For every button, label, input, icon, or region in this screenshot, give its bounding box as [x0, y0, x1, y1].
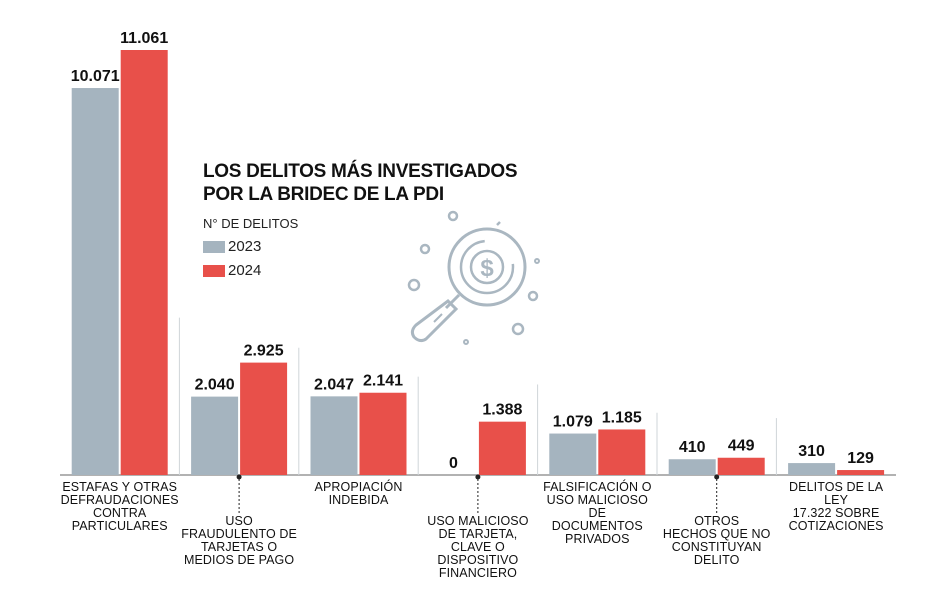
chart-title-line-1: LOS DELITOS MÁS INVESTIGADOS [203, 161, 518, 182]
value-label-2024-0: 11.061 [120, 30, 168, 47]
category-label-line: TARJETAS O [200, 540, 278, 554]
category-label-line: DE TARJETA, CLAVE O [438, 527, 518, 554]
svg-text:$: $ [480, 255, 494, 282]
category-label-line: DEFRAUDACIONES [60, 493, 179, 507]
category-label-3: USO MALICIOSO DE TARJETA, CLAVE O DISPOSIT… [418, 515, 538, 580]
value-label-2023-0: 10.071 [71, 68, 120, 85]
legend-swatch-2023 [203, 240, 225, 253]
value-label-2024-1: 2.925 [244, 343, 284, 360]
category-label-2: APROPIACIÓN INDEBIDA [299, 481, 419, 507]
bar-2024-0 [120, 50, 168, 475]
category-label-line: USO MALICIOSO DE [546, 493, 648, 520]
category-label-line: APROPIACIÓN [314, 480, 403, 494]
bar-2024-5 [717, 457, 765, 475]
bar-2024-3 [478, 421, 526, 475]
category-label-4: FALSIFICACIÓN O USO MALICIOSO DE DOCUMENTO… [537, 481, 657, 546]
unit-label: N° DE DELITOS [203, 216, 299, 231]
category-label-line: INDEBIDA [328, 493, 389, 507]
category-label-line: DOCUMENTOS [551, 519, 643, 533]
bar-2023-2 [310, 396, 358, 475]
bar-2023-6 [788, 463, 836, 475]
value-label-2023-2: 2.047 [314, 376, 354, 393]
category-label-line: COTIZACIONES [788, 519, 884, 533]
value-label-2024-3: 1.388 [482, 402, 522, 419]
bar-2024-2 [359, 392, 407, 475]
category-label-line: ESTAFAS Y OTRAS [62, 480, 178, 494]
leader-dot [714, 474, 720, 480]
category-label-line: HECHOS QUE NO [662, 527, 771, 541]
value-label-2024-4: 1.185 [602, 409, 642, 426]
category-label-1: USO FRAUDULENTO DE TARJETAS O MEDIOS DE PAG… [179, 515, 299, 567]
magnifier-dollar-icon: $ [407, 210, 540, 345]
value-label-2023-6: 310 [798, 443, 825, 460]
bar-2023-5 [668, 459, 716, 475]
category-label-line: MEDIOS DE PAGO [183, 553, 295, 567]
bar-2023-0 [71, 88, 119, 475]
category-label-0: ESTAFAS Y OTRAS DEFRAUDACIONES CONTRA PARTI… [60, 481, 180, 533]
category-label-line: FALSIFICACIÓN O [543, 480, 652, 494]
category-label-line: USO MALICIOSO [427, 514, 529, 528]
category-label-line: DELITOS DE LA LEY [789, 480, 884, 507]
bar-2024-6 [837, 470, 885, 475]
category-label-line: CONTRA [92, 506, 147, 520]
category-label-6: DELITOS DE LA LEY 17.322 SOBRE COTIZACIONE… [776, 481, 896, 533]
category-label-line: CONSTITUYAN [671, 540, 762, 554]
category-label-line: PRIVADOS [565, 532, 630, 546]
category-label-line: 17.322 SOBRE [792, 506, 880, 520]
value-label-2023-4: 1.079 [553, 414, 593, 431]
bar-2024-1 [240, 362, 288, 475]
bar-2023-1 [191, 396, 239, 475]
category-label-line: PARTICULARES [71, 519, 168, 533]
legend-swatch-2024 [203, 264, 225, 277]
category-label-line: DELITO [693, 553, 740, 567]
value-label-2023-1: 2.040 [195, 377, 235, 394]
category-label-line: USO [225, 514, 253, 528]
category-label-line: OTROS [694, 514, 740, 528]
legend-label-2024: 2024 [228, 262, 262, 279]
value-label-2024-6: 129 [847, 450, 874, 467]
category-label-line: FRAUDULENTO DE [181, 527, 297, 541]
legend-item-2023: 2023 [203, 238, 517, 255]
category-label-line: FINANCIERO [438, 566, 517, 580]
bar-2024-4 [598, 429, 646, 475]
value-label-2024-2: 2.141 [363, 373, 403, 390]
value-label-2023-3: 0 [449, 455, 458, 472]
category-label-5: OTROS HECHOS QUE NO CONSTITUYAN DELITO [657, 515, 777, 567]
legend-block: LOS DELITOS MÁS INVESTIGADOS POR LA BRID… [203, 160, 518, 279]
leader-dot [236, 474, 242, 480]
bar-2023-4 [549, 433, 597, 475]
legend-item-2024: 2024 [203, 262, 517, 279]
chart-title-line-2: POR LA BRIDEC DE LA PDI [203, 184, 444, 205]
category-label-line: DISPOSITIVO [437, 553, 519, 567]
leader-dot [475, 474, 481, 480]
legend-label-2023: 2023 [228, 238, 262, 255]
value-label-2024-5: 449 [728, 438, 755, 455]
value-label-2023-5: 410 [679, 439, 706, 456]
